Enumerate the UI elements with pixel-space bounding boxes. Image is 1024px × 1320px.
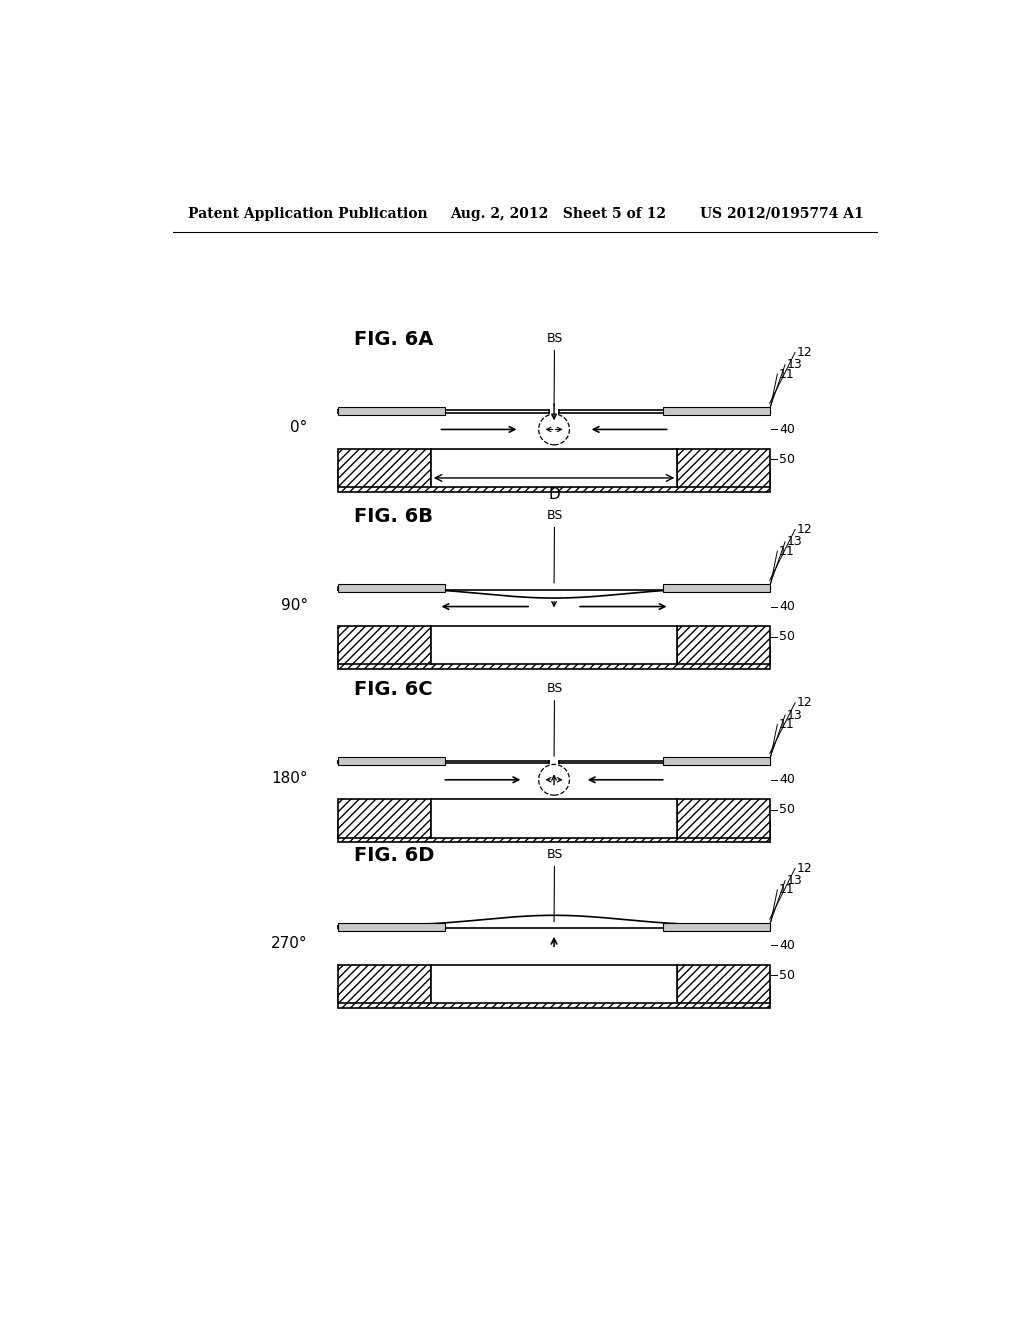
Bar	[339, 587, 444, 590]
Bar	[677, 799, 770, 838]
Text: 180°: 180°	[271, 771, 307, 785]
Text: 12: 12	[797, 523, 812, 536]
Bar	[339, 799, 431, 838]
Text: 13: 13	[786, 536, 803, 548]
Bar	[339, 758, 444, 766]
Bar	[339, 927, 444, 929]
Text: 90°: 90°	[281, 598, 307, 612]
Bar	[431, 965, 677, 1003]
Text: FIG. 6B: FIG. 6B	[354, 507, 433, 525]
Bar	[339, 923, 444, 931]
Text: 50: 50	[779, 804, 795, 816]
Bar	[664, 407, 770, 414]
Text: 40: 40	[779, 601, 795, 612]
Bar	[339, 760, 444, 763]
Text: 13: 13	[786, 874, 803, 887]
Text: 11: 11	[779, 883, 795, 896]
Text: 270°: 270°	[271, 936, 307, 952]
Text: FIG. 6C: FIG. 6C	[354, 680, 432, 700]
Text: 40: 40	[779, 939, 795, 952]
Text: 50: 50	[779, 630, 795, 643]
Text: 50: 50	[779, 969, 795, 982]
Text: 12: 12	[797, 696, 812, 709]
Text: 12: 12	[797, 346, 812, 359]
Text: FIG. 6A: FIG. 6A	[354, 330, 433, 348]
Text: BS: BS	[547, 331, 563, 405]
Text: 11: 11	[779, 718, 795, 731]
Bar	[339, 626, 431, 664]
Bar	[431, 626, 677, 664]
Bar	[664, 927, 770, 929]
Text: 40: 40	[779, 774, 795, 787]
Bar	[664, 587, 770, 590]
Text: BS: BS	[547, 682, 563, 756]
Text: 11: 11	[779, 545, 795, 557]
Text: 40: 40	[779, 422, 795, 436]
Text: US 2012/0195774 A1: US 2012/0195774 A1	[700, 207, 864, 220]
Bar	[664, 923, 770, 931]
Text: 0°: 0°	[290, 420, 307, 436]
Bar	[339, 585, 444, 591]
Text: 13: 13	[786, 709, 803, 722]
Text: Aug. 2, 2012   Sheet 5 of 12: Aug. 2, 2012 Sheet 5 of 12	[451, 207, 666, 220]
Text: Patent Application Publication: Patent Application Publication	[188, 207, 428, 220]
Bar	[339, 411, 444, 413]
Bar	[339, 821, 770, 842]
Bar	[339, 647, 770, 669]
Bar	[431, 449, 677, 487]
Text: 12: 12	[797, 862, 812, 875]
Bar	[431, 799, 677, 838]
Text: FIG. 6D: FIG. 6D	[354, 846, 434, 865]
Bar	[664, 585, 770, 591]
Text: 50: 50	[779, 453, 795, 466]
Bar	[339, 965, 431, 1003]
Text: 11: 11	[779, 367, 795, 380]
Bar	[339, 407, 444, 414]
Bar	[664, 758, 770, 766]
Bar	[677, 965, 770, 1003]
Bar	[664, 411, 770, 413]
Bar	[677, 449, 770, 487]
Text: 13: 13	[786, 358, 803, 371]
Bar	[677, 626, 770, 664]
Text: BS: BS	[547, 847, 563, 921]
Text: D: D	[548, 487, 560, 502]
Bar	[664, 760, 770, 763]
Bar	[339, 470, 770, 492]
Bar	[339, 986, 770, 1007]
Bar	[339, 449, 431, 487]
Text: BS: BS	[547, 508, 563, 583]
